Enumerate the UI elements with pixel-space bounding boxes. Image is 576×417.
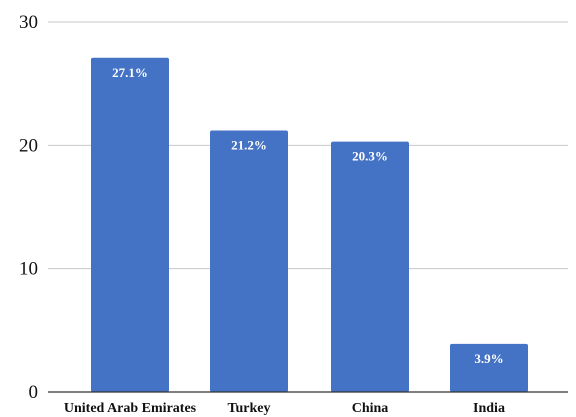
y-axis-tick-labels: 0 10 20 30 (19, 12, 38, 403)
bar (210, 130, 288, 393)
x-category-label: United Arab Emirates (64, 401, 197, 416)
x-category-label: China (352, 401, 389, 416)
x-category-label: Turkey (227, 401, 270, 416)
data-labels: 27.1% 21.2% 20.3% 3.9% (112, 65, 504, 366)
bars (91, 57, 528, 393)
bar-data-label: 27.1% (112, 65, 148, 80)
bar-data-label: 3.9% (474, 351, 503, 366)
y-tick-label: 20 (19, 135, 38, 156)
x-category-label: India (473, 401, 505, 416)
y-tick-label: 30 (19, 12, 38, 33)
bar-data-label: 21.2% (231, 138, 267, 153)
bar (331, 141, 409, 392)
y-tick-label: 0 (29, 382, 39, 403)
bar (91, 57, 169, 393)
x-axis-category-labels: United Arab Emirates Turkey China India (64, 401, 505, 416)
y-tick-label: 10 (19, 259, 38, 280)
bar (450, 343, 528, 392)
bar-data-label: 20.3% (352, 149, 388, 164)
